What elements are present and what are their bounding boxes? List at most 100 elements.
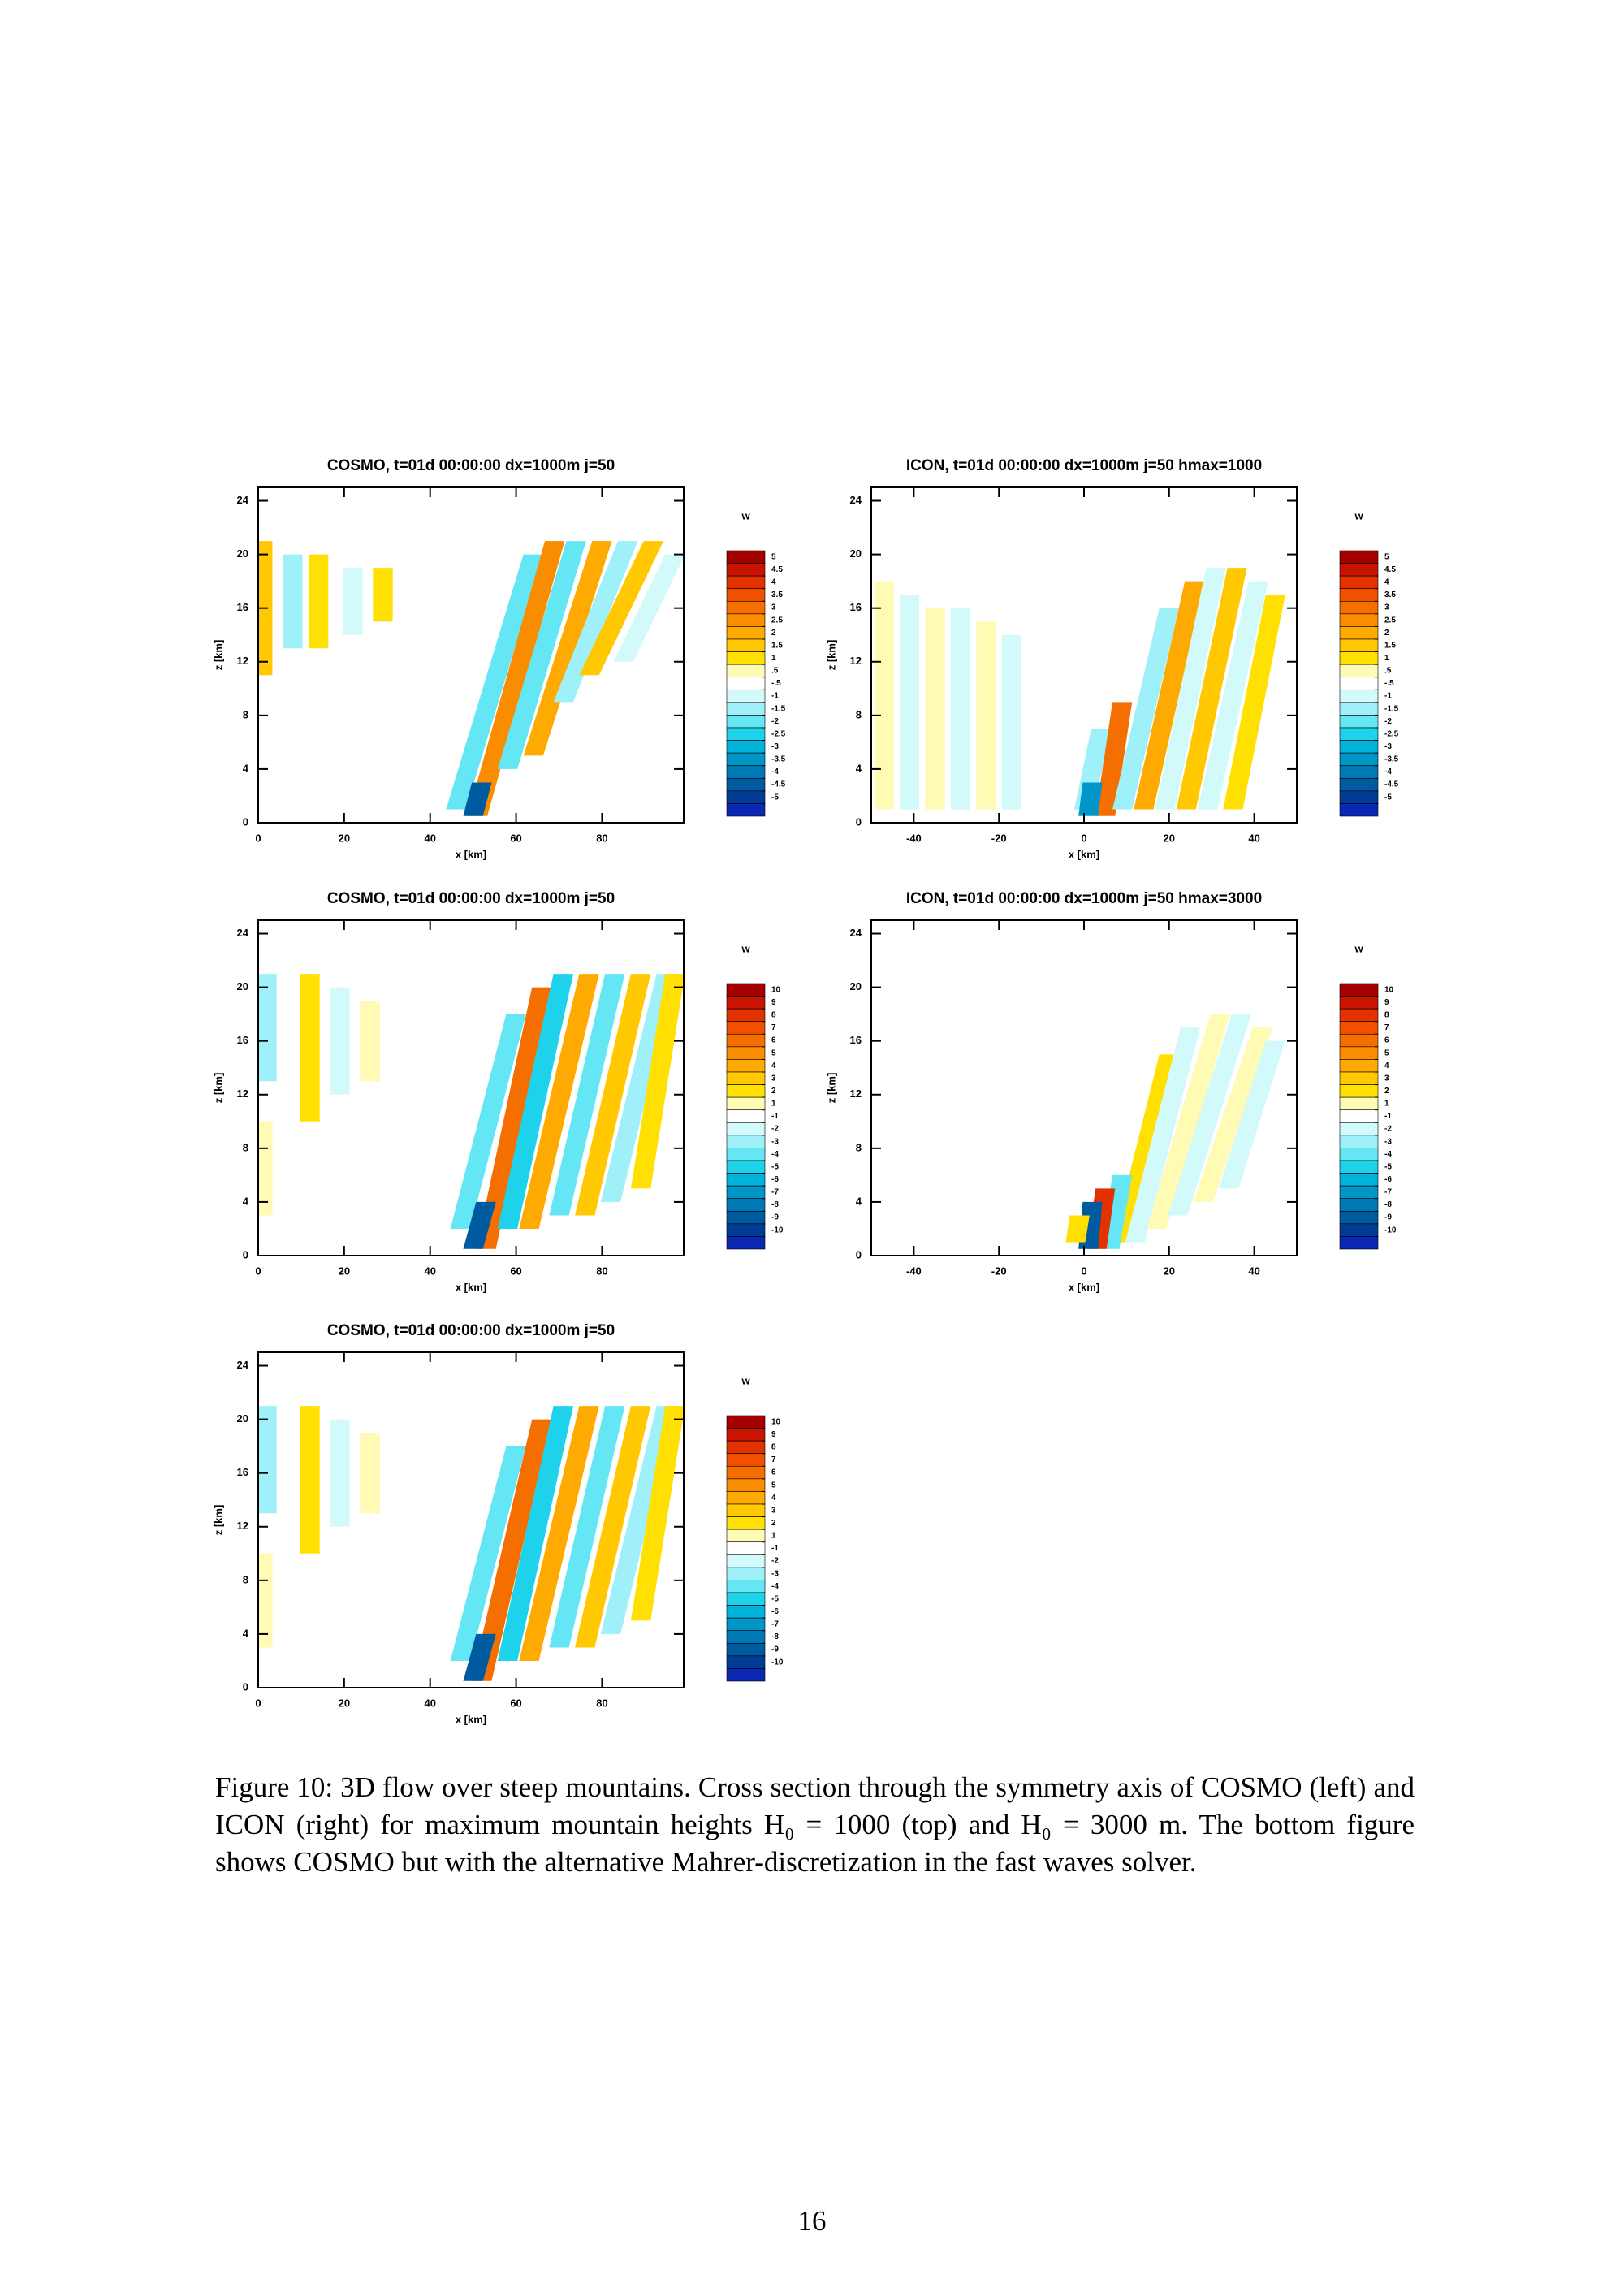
colorbar-label: 4.5 <box>1384 565 1396 574</box>
x-tick-label: 40 <box>424 832 435 844</box>
plot-frame <box>257 486 685 824</box>
field-stripe <box>900 595 920 810</box>
y-tick-label: 12 <box>850 1087 862 1100</box>
colorbar-label: -10 <box>1384 1226 1397 1234</box>
field-stripe <box>300 1406 320 1554</box>
field-stripe <box>446 554 543 810</box>
colorbar-box <box>1339 1236 1379 1250</box>
colorbar-box <box>1339 1008 1379 1023</box>
x-tick-label: -40 <box>906 1265 922 1277</box>
colorbar-box <box>1339 588 1379 602</box>
colorbar-box <box>1339 575 1379 590</box>
colorbar-box <box>726 1668 766 1682</box>
colorbar-label: .5 <box>771 667 779 676</box>
x-tick-label: 80 <box>596 1265 607 1277</box>
colorbar-box <box>1339 752 1379 767</box>
field-stripe <box>549 1406 625 1648</box>
x-axis-label: x [km] <box>456 1281 486 1293</box>
colorbar-label: -9 <box>771 1213 779 1222</box>
field-stripe <box>1095 702 1133 816</box>
colorbar-box <box>1339 626 1379 640</box>
colorbar-box <box>1339 1135 1379 1148</box>
colorbar-box <box>726 1135 766 1148</box>
colorbar-box <box>1339 1223 1379 1237</box>
field-stripe <box>519 1406 599 1661</box>
colorbar-label: 1 <box>771 654 776 663</box>
colorbar-label: -1 <box>771 692 779 701</box>
colorbar-box <box>726 664 766 678</box>
x-tick-label: 40 <box>1248 832 1259 844</box>
colorbar-box <box>726 1617 766 1632</box>
colorbar-label: 10 <box>771 1417 781 1426</box>
colorbar-box <box>1339 765 1379 779</box>
x-tick-label: 0 <box>255 832 261 844</box>
colorbar-box <box>1339 996 1379 1010</box>
y-tick-label: 16 <box>237 601 248 613</box>
colorbar-box <box>726 1592 766 1606</box>
field <box>258 974 684 1249</box>
colorbar-title: w <box>1354 942 1363 954</box>
colorbar-label: -9 <box>771 1645 779 1654</box>
x-axis-label: x [km] <box>456 1713 486 1725</box>
field-stripe <box>575 974 651 1216</box>
field-stripe <box>1078 782 1103 816</box>
y-tick-label: 0 <box>856 815 862 828</box>
colorbar-label: 4 <box>771 1494 776 1503</box>
field-stripe <box>476 987 552 1249</box>
colorbar-title: w <box>741 509 750 521</box>
field-stripe <box>519 974 599 1229</box>
field-stripe <box>258 1553 273 1648</box>
colorbar-label: -4.5 <box>771 780 786 789</box>
colorbar-box <box>1339 1185 1379 1200</box>
colorbar-box <box>726 1440 766 1455</box>
colorbar-box <box>1339 1122 1379 1136</box>
field <box>874 568 1285 816</box>
field <box>258 1406 684 1681</box>
y-tick-label: 0 <box>243 1248 248 1260</box>
field-stripe <box>467 541 565 816</box>
field-stripe <box>1219 1040 1285 1189</box>
colorbar-label: -2 <box>1384 1125 1392 1134</box>
colorbar-box <box>726 613 766 627</box>
y-tick-label: 12 <box>237 1520 248 1532</box>
field-stripe <box>1197 581 1268 810</box>
colorbar-box <box>726 1478 766 1492</box>
field-stripe <box>300 974 320 1122</box>
y-tick-label: 12 <box>237 1087 248 1100</box>
y-tick-label: 4 <box>243 1627 249 1639</box>
colorbar-box <box>726 996 766 1010</box>
colorbar-label: -4 <box>771 767 779 776</box>
field-stripe <box>258 1121 273 1216</box>
x-tick-label: 0 <box>255 1697 261 1709</box>
colorbar-label: -5 <box>771 793 779 802</box>
x-tick-label: -20 <box>991 832 1007 844</box>
x-axis-label: x [km] <box>1069 848 1099 860</box>
x-tick-label: 40 <box>1248 1265 1259 1277</box>
colorbar-box <box>726 803 766 817</box>
colorbar-box <box>726 765 766 779</box>
colorbar-label: -2.5 <box>771 729 786 738</box>
colorbar-label: -2 <box>771 1557 779 1566</box>
colorbar-label: 1.5 <box>771 641 783 650</box>
colorbar-box <box>726 1541 766 1555</box>
y-tick-label: 8 <box>243 708 248 720</box>
colorbar-label: 2 <box>771 1087 776 1096</box>
colorbar-box <box>1339 777 1379 792</box>
colorbar-label: -6 <box>1384 1175 1392 1184</box>
colorbar-box <box>1339 983 1379 997</box>
field-stripe <box>450 1014 526 1229</box>
y-tick-label: 8 <box>856 1141 862 1153</box>
colorbar-label: 5 <box>771 552 776 561</box>
colorbar-box <box>1339 613 1379 627</box>
colorbar-label: 2 <box>1384 1087 1389 1096</box>
colorbar-box <box>726 1160 766 1174</box>
field-stripe <box>1134 581 1205 810</box>
colorbar-box <box>726 638 766 652</box>
colorbar-box <box>726 575 766 590</box>
y-tick-label: 20 <box>237 1412 248 1425</box>
colorbar-box <box>1339 1198 1379 1212</box>
colorbar-box <box>726 1491 766 1505</box>
colorbar-box <box>1339 1173 1379 1187</box>
colorbar-box <box>726 1554 766 1568</box>
colorbar-label: -10 <box>771 1658 784 1667</box>
